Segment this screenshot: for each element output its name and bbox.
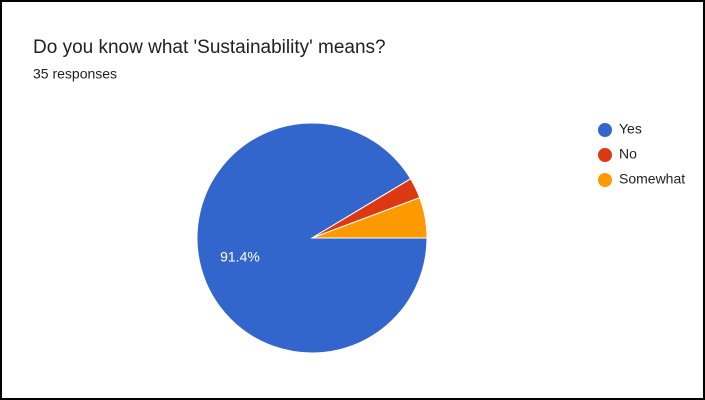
chart-title: Do you know what 'Sustainability' means? [33,37,386,58]
pie-slice [311,197,428,239]
chart-subtitle: 35 responses [33,66,117,82]
legend-label: No [619,146,637,162]
legend-swatch [598,123,612,137]
legend-label: Yes [619,121,642,137]
data-label: 91.4% [220,249,260,265]
legend-label: Somewhat [619,171,685,187]
legend-swatch [598,173,612,187]
legend-swatch [598,148,612,162]
